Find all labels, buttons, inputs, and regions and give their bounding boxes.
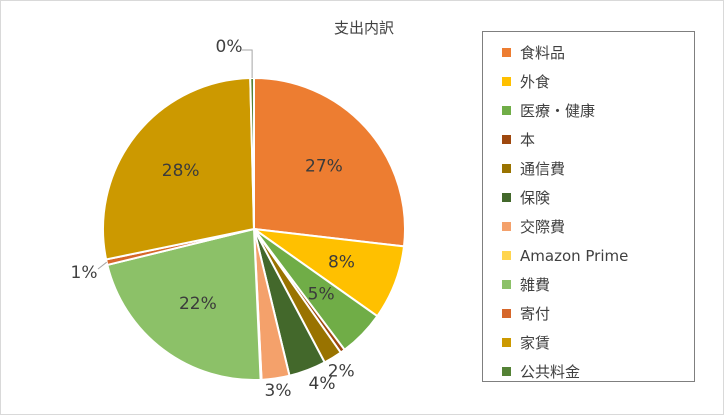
data-label-12: 0% xyxy=(216,37,243,57)
legend-swatch xyxy=(502,48,511,57)
legend-item: 交際費 xyxy=(483,212,694,241)
legend-label: 保険 xyxy=(520,189,551,207)
data-label-3: 5% xyxy=(308,284,335,304)
legend-item: 保険 xyxy=(483,183,694,212)
pie-slice-1 xyxy=(253,76,406,248)
legend-label: 家賃 xyxy=(520,334,551,352)
data-label-10: 1% xyxy=(71,263,98,283)
legend-swatch xyxy=(502,280,511,289)
legend-swatch xyxy=(502,367,511,376)
legend-swatch xyxy=(502,251,511,260)
legend-item: 食料品 xyxy=(483,38,694,67)
legend-label: 通信費 xyxy=(520,160,566,178)
legend-swatch xyxy=(502,338,511,347)
legend-item: 通信費 xyxy=(483,154,694,183)
data-label-7: 3% xyxy=(265,381,292,401)
data-label-1: 27% xyxy=(305,157,343,177)
legend-item: 外食 xyxy=(483,67,694,96)
data-label-6: 4% xyxy=(309,374,336,394)
legend-swatch xyxy=(502,77,511,86)
legend-item: 雑費 xyxy=(483,270,694,299)
legend-swatch xyxy=(502,222,511,231)
legend-label: 医療・健康 xyxy=(520,102,596,120)
legend-label: 寄付 xyxy=(520,305,551,323)
legend-swatch xyxy=(502,193,511,202)
legend-item: 家賃 xyxy=(483,328,694,357)
legend-label: 外食 xyxy=(520,73,551,91)
legend-swatch xyxy=(502,106,511,115)
legend-label: Amazon Prime xyxy=(520,246,629,265)
legend-label: 公共料金 xyxy=(520,363,581,381)
pie-slice-9 xyxy=(106,227,262,381)
legend-item: 本 xyxy=(483,125,694,154)
leader-line-10 xyxy=(97,261,108,270)
legend-label: 食料品 xyxy=(520,44,566,62)
legend-item: Amazon Prime xyxy=(483,241,694,270)
data-label-2: 8% xyxy=(328,252,355,272)
legend-item: 医療・健康 xyxy=(483,96,694,125)
legend-item: 寄付 xyxy=(483,299,694,328)
legend-swatch xyxy=(502,135,511,144)
pie-slice-11 xyxy=(102,77,256,261)
leader-line-12 xyxy=(242,49,253,79)
data-label-9: 22% xyxy=(179,294,217,314)
legend-label: 本 xyxy=(520,131,536,149)
legend-label: 雑費 xyxy=(520,276,551,294)
data-label-5: 2% xyxy=(328,361,355,381)
data-label-11: 28% xyxy=(162,161,200,181)
chart-title: 支出内訳 xyxy=(333,19,394,37)
legend-swatch xyxy=(502,309,511,318)
legend-label: 交際費 xyxy=(520,218,566,236)
legend-swatch xyxy=(502,164,511,173)
legend: 食料品外食医療・健康本通信費保険交際費 Amazon Prime 雑費寄付家賃公共料… xyxy=(482,31,695,382)
legend-item: 公共料金 xyxy=(483,357,694,386)
